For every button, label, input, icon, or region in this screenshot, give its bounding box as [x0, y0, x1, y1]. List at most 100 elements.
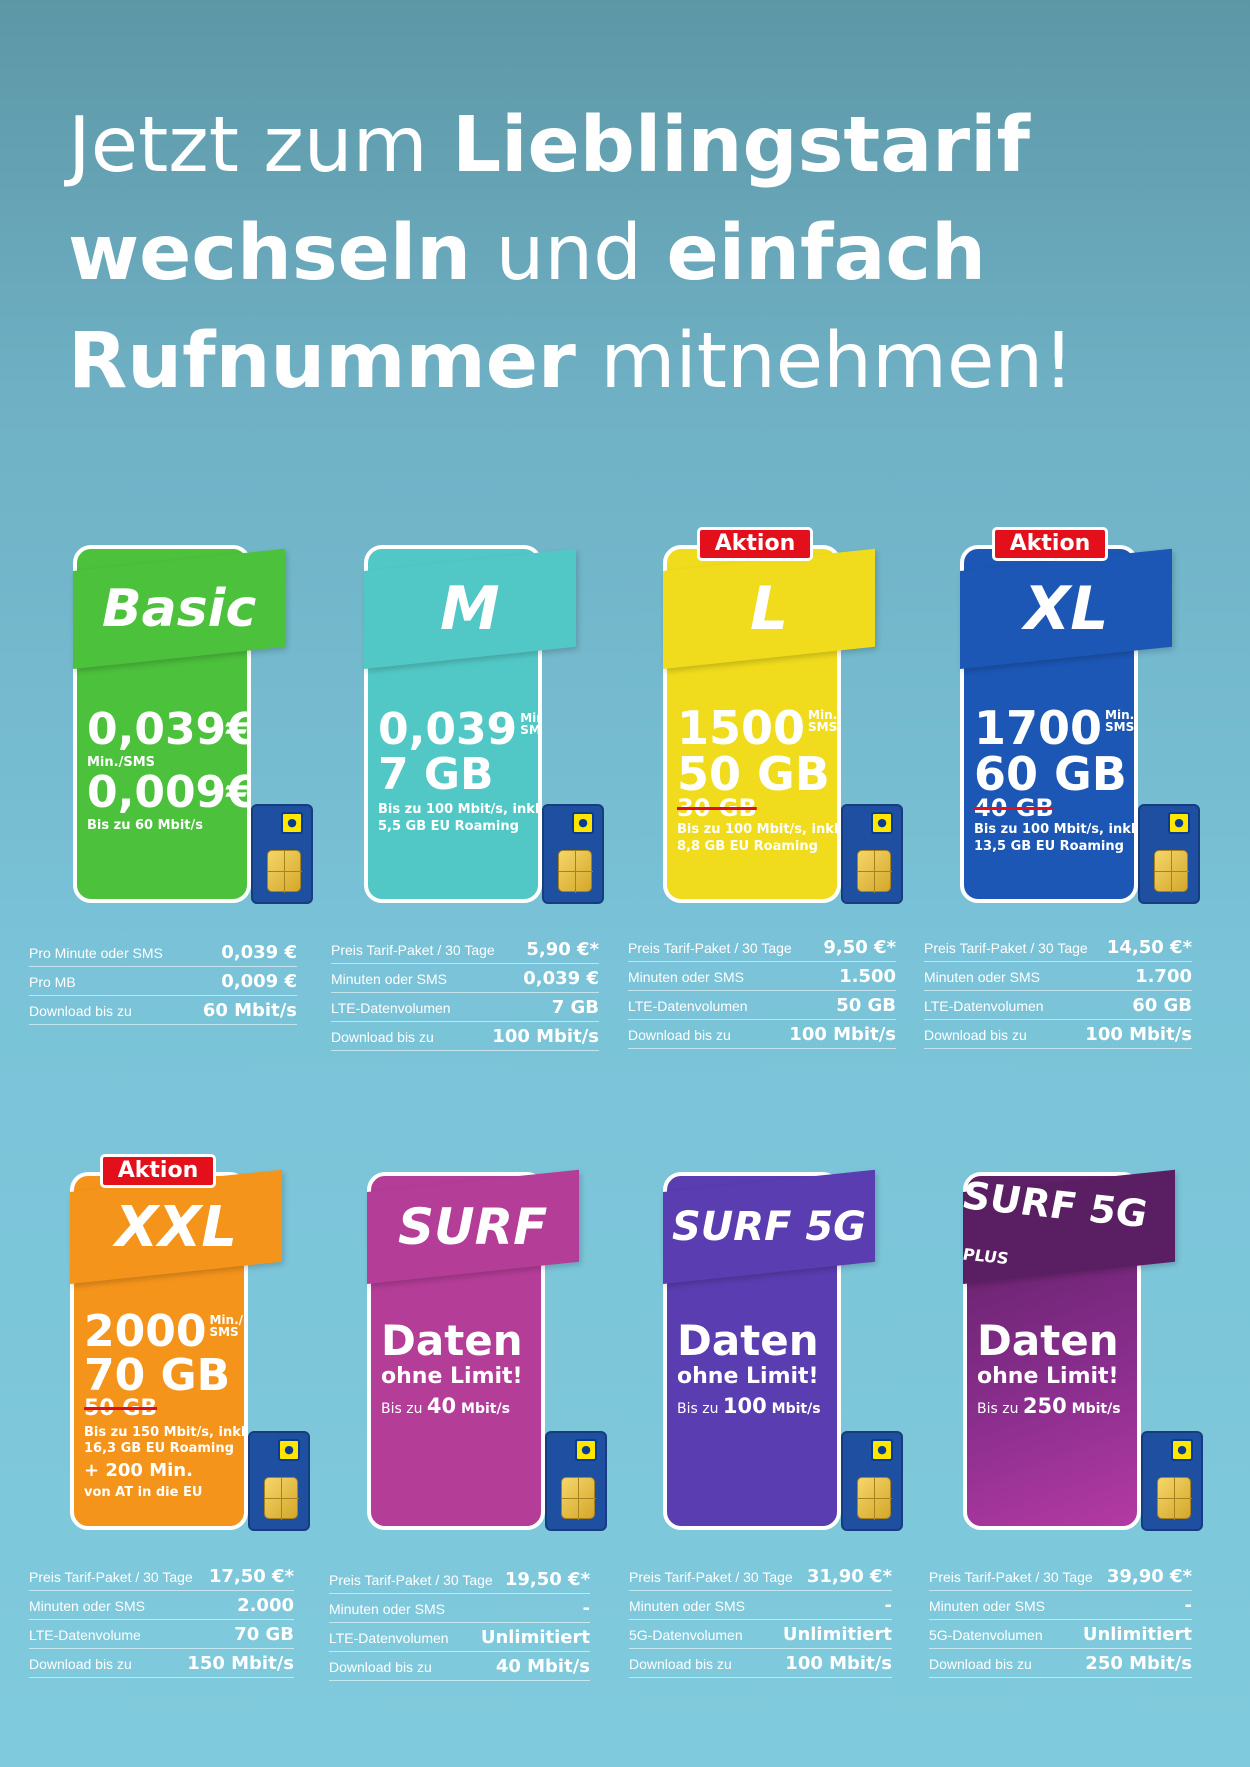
headline-text: mitnehmen! [575, 317, 1075, 406]
unit-min: Min./ [209, 1313, 244, 1327]
sim-card-icon: ● [841, 804, 903, 904]
row-value: Unlimitiert [480, 1627, 590, 1648]
tariff-card-surf[interactable]: Daten ohne Limit! Bis zu 40 Mbit/s SURF … [367, 1169, 607, 1537]
table-row: Download bis zu 250 Mbit/s [929, 1649, 1192, 1678]
sim-card-icon: ● [251, 804, 313, 904]
lidl-logo-icon: ● [575, 1439, 597, 1461]
tariff-banner: L [663, 548, 875, 669]
tariff-name: SURF 5G [671, 1203, 866, 1250]
speed-number: 250 [1022, 1394, 1067, 1418]
headline-bold: Lieblingstarif [452, 101, 1031, 190]
minutes-count: 2000 [84, 1306, 207, 1357]
row-value: - [1184, 1595, 1192, 1616]
table-row: Minuten oder SMS - [929, 1591, 1192, 1620]
chip-icon [1157, 1477, 1192, 1520]
row-label: Minuten oder SMS [924, 969, 1040, 985]
tariff-name: L [749, 573, 789, 644]
sim-card-icon: ● [1138, 804, 1200, 904]
table-row: Preis Tarif-Paket / 30 Tage 39,90 €* [929, 1562, 1192, 1591]
row-label: Download bis zu [929, 1656, 1032, 1672]
data-subheadline: ohne Limit! [677, 1364, 819, 1389]
speed-label: Bis zu 100 Mbit/s, inkl. [378, 802, 542, 817]
sim-card-icon: ● [542, 804, 604, 904]
tariff-name: XXL [114, 1194, 238, 1260]
speed-unit: Mbit/s [1066, 1401, 1121, 1417]
row-label: Download bis zu [924, 1027, 1027, 1043]
row-value: 31,90 €* [806, 1566, 892, 1587]
tariff-card-l[interactable]: Aktion 1500 Min./SMS 50 GB 30 GB Bis zu 1… [663, 527, 903, 910]
table-row: Minuten oder SMS - [329, 1594, 590, 1623]
speed-label: Bis zu 60 Mbit/s [87, 818, 203, 833]
chip-icon [1154, 850, 1189, 893]
tariff-name-main: SURF 5G [963, 1173, 1148, 1237]
row-label: Download bis zu [329, 1659, 432, 1675]
row-label: Minuten oder SMS [929, 1598, 1045, 1614]
row-value: 60 Mbit/s [202, 1000, 297, 1021]
old-data-volume: 40 GB [974, 794, 1054, 822]
tariff-banner: M [364, 548, 576, 669]
tariff-card-surf-5g-plus[interactable]: Daten ohne Limit! Bis zu 250 Mbit/s SURF… [963, 1169, 1203, 1537]
row-label: Download bis zu [29, 1003, 132, 1019]
minutes-count: 1700 [974, 701, 1103, 755]
data-volume: 7 GB [378, 749, 494, 800]
row-value: 50 GB [836, 995, 896, 1016]
tariff-name: XL [1023, 573, 1109, 644]
table-row: 5G-Datenvolumen Unlimitiert [629, 1620, 892, 1649]
headline-bold: Rufnummer [68, 317, 576, 406]
lidl-logo-icon: ● [1168, 812, 1190, 834]
data-subheadline: ohne Limit! [977, 1364, 1119, 1389]
row-value: 14,50 €* [1106, 937, 1192, 958]
headline-text: Jetzt zum [68, 101, 453, 190]
table-row: Minuten oder SMS - [629, 1591, 892, 1620]
tariff-card-xxl[interactable]: Aktion 2000 Min./SMS 70 GB 50 GB Bis zu 1… [70, 1154, 310, 1537]
table-row: Minuten oder SMS 0,039 € [331, 964, 599, 993]
tariff-card-m[interactable]: 0,039Min./SMS 7 GB Bis zu 100 Mbit/s, in… [364, 545, 604, 910]
lidl-logo-icon: ● [1171, 1439, 1193, 1461]
speed-label: Bis zu 40 Mbit/s [381, 1396, 510, 1418]
table-row: Download bis zu 150 Mbit/s [29, 1649, 294, 1678]
tariff-card-basic[interactable]: 0,039€ Min./SMS 0,009€ Bis zu 60 Mbit/s … [73, 545, 313, 910]
tariff-card-xl[interactable]: Aktion 1700 Min./SMS 60 GB 40 GB Bis zu 1… [960, 527, 1200, 910]
extra-minutes-note: von AT in die EU [84, 1485, 203, 1500]
table-row: LTE-Datenvolumen 7 GB [331, 993, 599, 1022]
table-row: LTE-Datenvolume 70 GB [29, 1620, 294, 1649]
row-label: Preis Tarif-Paket / 30 Tage [929, 1569, 1093, 1585]
row-value: 7 GB [551, 997, 599, 1018]
row-label: Minuten oder SMS [29, 1598, 145, 1614]
row-value: 250 Mbit/s [1085, 1653, 1192, 1674]
row-value: 9,50 €* [823, 937, 896, 958]
speed-unit: Mbit/s [456, 1401, 510, 1417]
unit-label: Min./SMS [808, 709, 837, 733]
row-label: Minuten oder SMS [331, 971, 447, 987]
row-label: Preis Tarif-Paket / 30 Tage [331, 942, 495, 958]
data-headline: Daten [677, 1316, 819, 1365]
row-label: Download bis zu [331, 1029, 434, 1045]
unit-min: Min./ [520, 711, 538, 725]
table-row: Download bis zu 100 Mbit/s [629, 1649, 892, 1678]
sim-card-icon: ● [545, 1431, 607, 1531]
sim-card-icon: ● [841, 1431, 903, 1531]
table-row: LTE-Datenvolumen 50 GB [628, 991, 896, 1020]
headline-bold: wechseln [68, 209, 472, 298]
row-value: 0,039 € [221, 942, 297, 963]
aktion-badge: Aktion [697, 527, 813, 561]
lidl-logo-icon: ● [281, 812, 303, 834]
row-value: 0,009 € [221, 971, 297, 992]
speed-prefix: Bis zu [381, 1401, 427, 1417]
data-headline: Daten [381, 1316, 523, 1365]
row-value: 1.500 [839, 966, 896, 987]
row-value: 150 Mbit/s [187, 1653, 294, 1674]
row-value: 100 Mbit/s [785, 1653, 892, 1674]
row-value: Unlimitiert [782, 1624, 892, 1645]
table-row: Preis Tarif-Paket / 30 Tage 14,50 €* [924, 933, 1192, 962]
tariff-card-surf-5g[interactable]: Daten ohne Limit! Bis zu 100 Mbit/s SURF… [663, 1169, 903, 1537]
price-mb: 0,009€ [87, 767, 251, 818]
table-row: Download bis zu 100 Mbit/s [628, 1020, 896, 1049]
speed-label: Bis zu 100 Mbit/s, inkl. [677, 822, 841, 837]
tariff-table-xxl: Preis Tarif-Paket / 30 Tage 17,50 €* Minu… [29, 1562, 294, 1678]
table-row: Download bis zu 40 Mbit/s [329, 1652, 590, 1681]
tariff-name: SURF 5G PLUS [963, 1173, 1175, 1271]
row-label: Preis Tarif-Paket / 30 Tage [29, 1569, 193, 1585]
roaming-label: 5,5 GB EU Roaming [378, 819, 519, 834]
chip-icon [857, 1477, 892, 1520]
